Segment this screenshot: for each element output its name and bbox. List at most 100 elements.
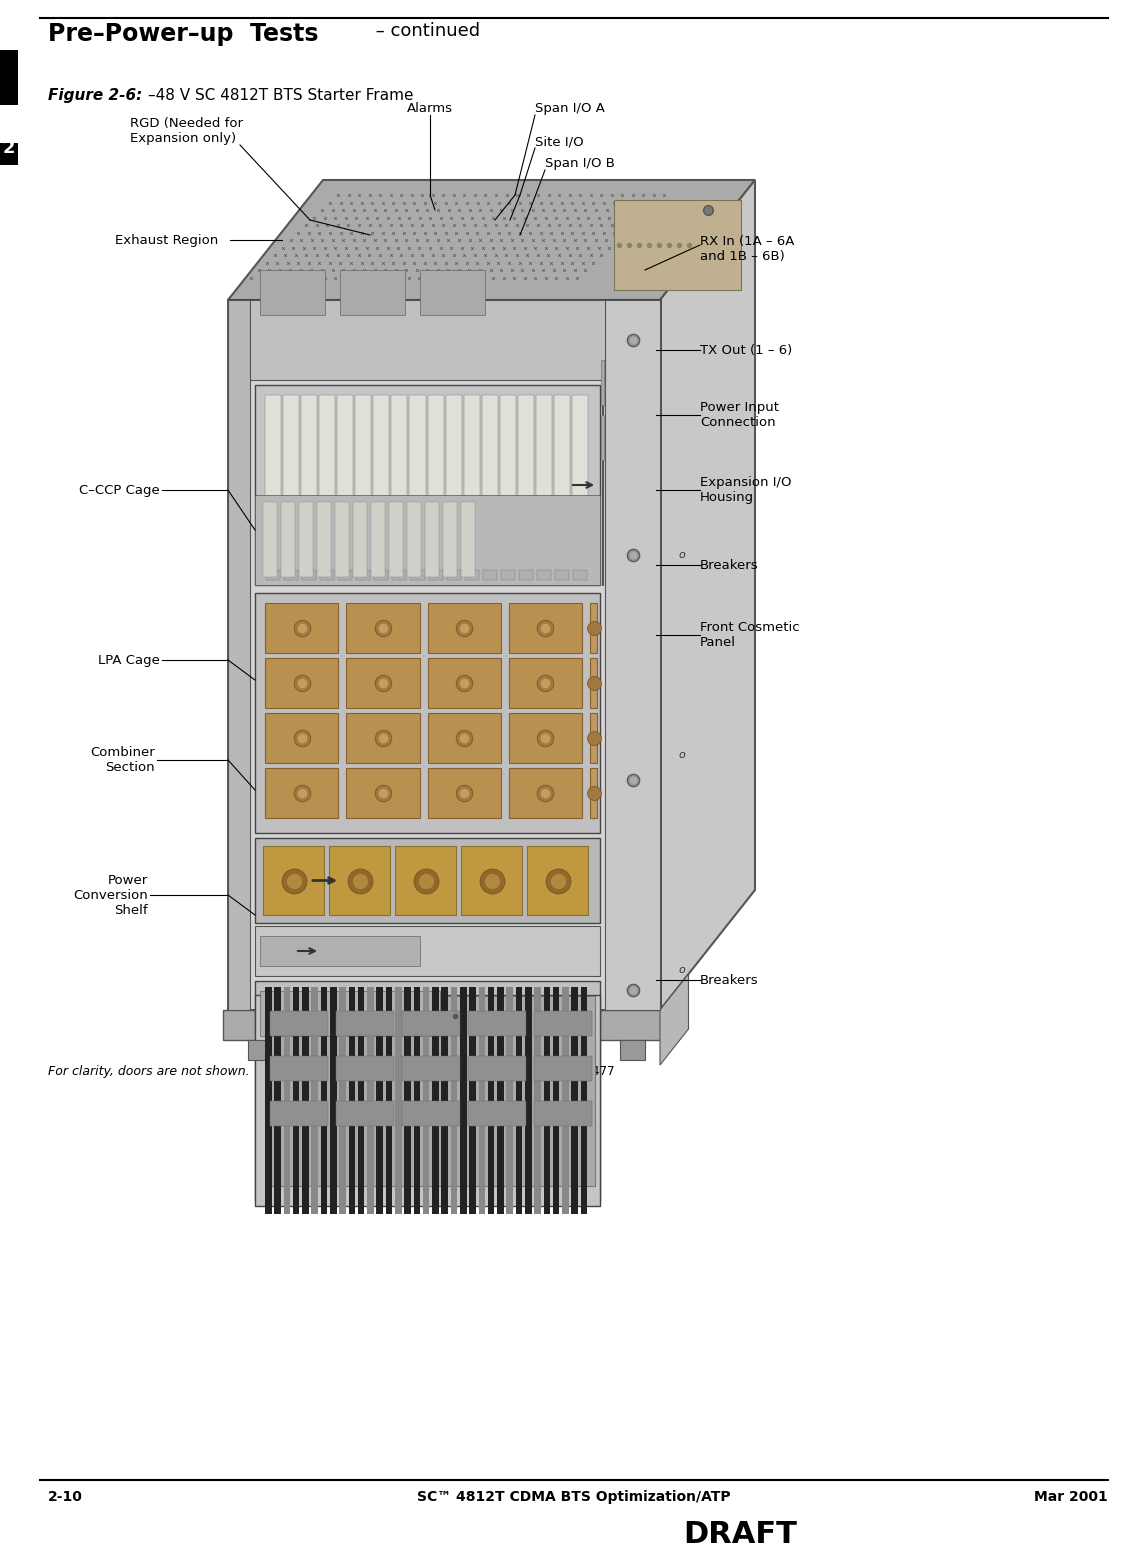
Polygon shape: [613, 201, 740, 289]
Bar: [400, 996, 463, 1186]
Bar: [248, 1039, 273, 1060]
Bar: [427, 658, 501, 708]
Bar: [553, 395, 569, 569]
Bar: [320, 569, 334, 580]
Text: o: o: [678, 750, 685, 759]
Bar: [605, 300, 660, 1010]
Bar: [509, 604, 582, 654]
Bar: [525, 987, 532, 1214]
Bar: [265, 395, 281, 569]
Bar: [255, 593, 600, 832]
Bar: [534, 1011, 592, 1036]
Bar: [336, 1057, 394, 1081]
Bar: [402, 1102, 460, 1127]
Bar: [413, 987, 420, 1214]
Bar: [352, 503, 367, 577]
Bar: [408, 503, 421, 577]
Text: Power
Conversion
Shelf: Power Conversion Shelf: [73, 873, 148, 916]
Bar: [371, 503, 385, 577]
Bar: [395, 987, 402, 1214]
Bar: [329, 987, 336, 1214]
Bar: [468, 1011, 526, 1036]
Bar: [581, 987, 588, 1214]
Bar: [425, 503, 439, 577]
Bar: [335, 503, 349, 577]
Bar: [347, 769, 419, 818]
Bar: [391, 395, 408, 569]
Bar: [223, 1010, 665, 1039]
Bar: [420, 271, 484, 314]
Bar: [319, 395, 335, 569]
Text: TX Out (1 – 6): TX Out (1 – 6): [700, 344, 792, 356]
Text: C–CCP Cage: C–CCP Cage: [79, 484, 160, 496]
Bar: [250, 300, 605, 380]
Bar: [263, 503, 277, 577]
Bar: [0, 50, 18, 104]
Bar: [336, 1102, 394, 1127]
Bar: [255, 980, 600, 1201]
Bar: [572, 395, 588, 569]
Bar: [265, 604, 339, 654]
Bar: [572, 987, 577, 1214]
Text: Power Input
Connection: Power Input Connection: [700, 401, 779, 429]
Bar: [602, 359, 604, 405]
Text: Exhaust Region: Exhaust Region: [115, 233, 218, 246]
Bar: [499, 395, 515, 569]
Text: o: o: [678, 965, 685, 976]
Bar: [465, 996, 529, 1186]
Bar: [386, 987, 393, 1214]
Bar: [266, 569, 280, 580]
Bar: [367, 987, 373, 1214]
Text: 2: 2: [2, 138, 15, 157]
Bar: [501, 569, 514, 580]
Text: – continued: – continued: [370, 22, 480, 40]
Bar: [281, 503, 295, 577]
Bar: [411, 569, 425, 580]
Text: Site I/O: Site I/O: [535, 135, 583, 148]
Bar: [590, 713, 597, 762]
Text: –48 V SC 4812T BTS Starter Frame: –48 V SC 4812T BTS Starter Frame: [148, 89, 413, 103]
Bar: [347, 713, 419, 762]
Bar: [519, 569, 533, 580]
Bar: [333, 996, 397, 1186]
Polygon shape: [228, 180, 755, 300]
Bar: [427, 604, 501, 654]
Bar: [509, 713, 582, 762]
Bar: [620, 1039, 645, 1060]
Bar: [317, 503, 331, 577]
Bar: [284, 987, 290, 1214]
Bar: [259, 991, 440, 1036]
Text: DRAFT: DRAFT: [683, 1520, 797, 1550]
Bar: [389, 503, 403, 577]
Bar: [554, 569, 569, 580]
Bar: [527, 846, 588, 915]
Bar: [461, 503, 475, 577]
Bar: [532, 996, 595, 1186]
Bar: [468, 1102, 526, 1127]
Bar: [461, 846, 522, 915]
Bar: [506, 987, 513, 1214]
Bar: [515, 987, 522, 1214]
Bar: [442, 987, 448, 1214]
Bar: [374, 569, 388, 580]
Bar: [298, 503, 313, 577]
Bar: [479, 987, 486, 1214]
Bar: [432, 987, 439, 1214]
Bar: [410, 395, 426, 569]
Bar: [340, 987, 346, 1214]
Bar: [265, 987, 271, 1214]
Bar: [284, 395, 300, 569]
Bar: [553, 987, 559, 1214]
Bar: [270, 1011, 328, 1036]
Text: Alarms: Alarms: [408, 103, 453, 115]
Bar: [534, 1102, 592, 1127]
Bar: [428, 569, 443, 580]
Bar: [302, 569, 316, 580]
Bar: [320, 987, 327, 1214]
Bar: [347, 604, 419, 654]
Bar: [255, 384, 600, 585]
Bar: [377, 987, 383, 1214]
Polygon shape: [660, 974, 689, 1064]
Bar: [590, 769, 597, 818]
Bar: [255, 994, 600, 1206]
